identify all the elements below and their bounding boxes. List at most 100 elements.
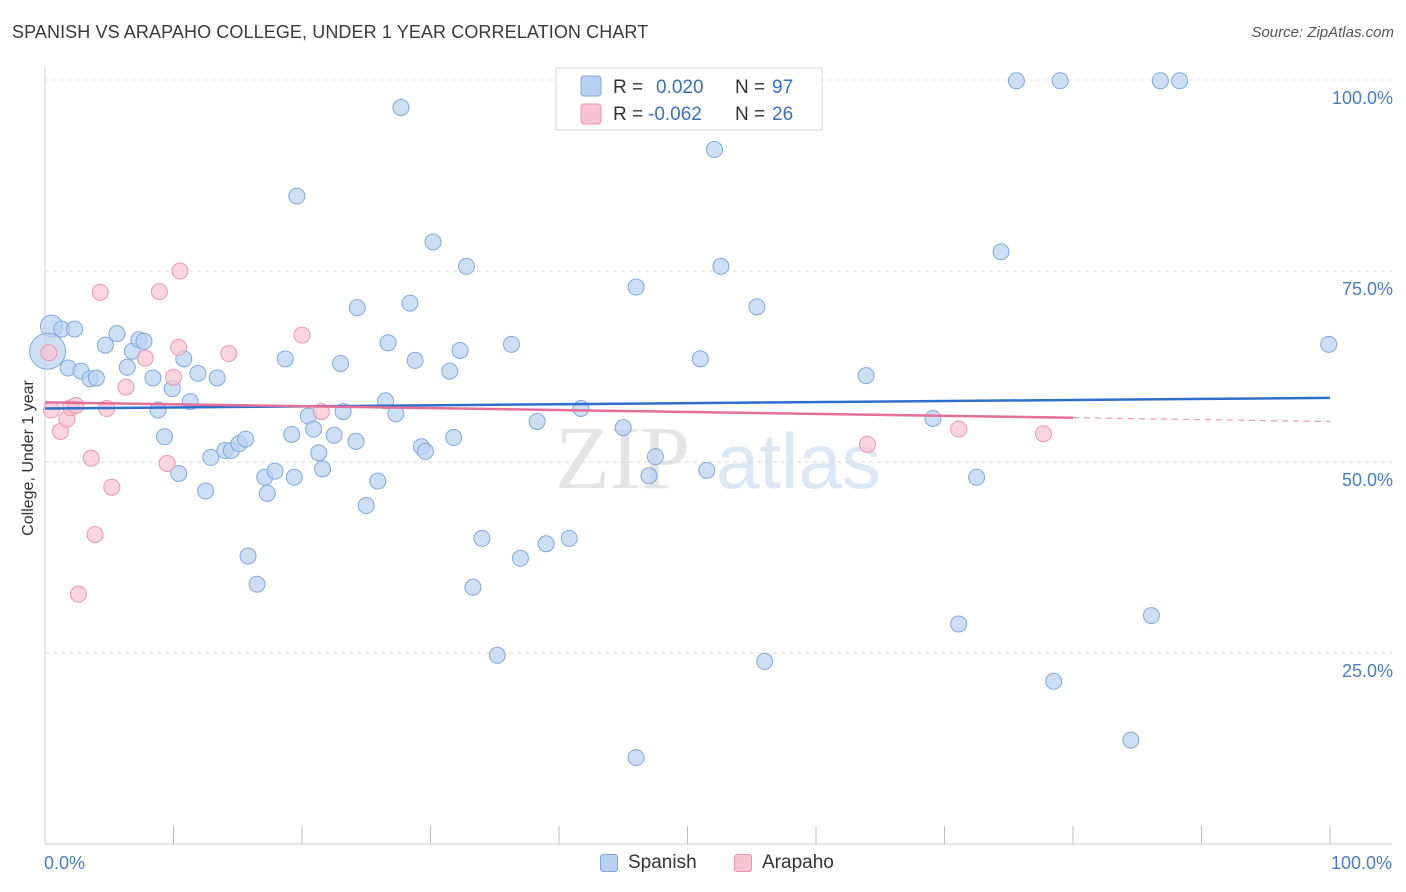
spanish-point: [96, 336, 114, 354]
trend-lines: [44, 396, 1331, 423]
spanish-point: [627, 278, 645, 296]
spanish-point: [208, 369, 226, 387]
arapaho-point: [82, 449, 100, 467]
arapaho-point: [103, 478, 121, 496]
bottom-legend-arapaho: Arapaho: [734, 852, 834, 874]
y-tick-label-100: 100.0%: [1332, 88, 1393, 108]
source-label: Source: ZipAtlas.com: [1251, 24, 1394, 41]
arapaho-point: [171, 262, 189, 280]
spanish-point: [614, 419, 632, 437]
arapaho-point: [86, 526, 104, 544]
arapaho-point: [858, 435, 876, 453]
y-tick-label-50: 50.0%: [1342, 470, 1393, 490]
spanish-point: [149, 401, 167, 419]
chart-title: SPANISH VS ARAPAHO COLLEGE, UNDER 1 YEAR…: [12, 22, 649, 42]
x-tick-label-0: 0.0%: [44, 853, 85, 873]
y-tick-label-25: 25.0%: [1342, 661, 1393, 681]
spanish-point: [118, 358, 136, 376]
arapaho-point: [117, 378, 135, 396]
spanish-point: [451, 341, 469, 359]
spanish-point: [441, 362, 459, 380]
y-tick-label-75: 75.0%: [1342, 279, 1393, 299]
spanish-point: [305, 420, 323, 438]
legend-spanish-swatch: [580, 75, 602, 97]
legend-spanish-n-label: N =: [735, 77, 765, 98]
spanish-point: [528, 413, 546, 431]
spanish-point: [992, 243, 1010, 261]
spanish-point: [248, 575, 266, 593]
watermark: ZIP atlas: [555, 409, 881, 508]
spanish-point: [283, 425, 301, 443]
spanish-point: [445, 429, 463, 447]
spanish-point: [314, 460, 332, 478]
legend-spanish-r-label: R =: [613, 77, 643, 98]
spanish-point: [560, 529, 578, 547]
spanish-point: [748, 298, 766, 316]
spanish-point: [135, 332, 153, 350]
arapaho-point: [42, 401, 60, 419]
spanish-trend-line: [44, 396, 1331, 410]
arapaho-point: [158, 455, 176, 473]
spanish-point: [406, 351, 424, 369]
bottom-legend-spanish-swatch: [600, 854, 618, 872]
bottom-legend-arapaho-label: Arapaho: [762, 852, 834, 873]
arapaho-trend-extension: [1072, 417, 1331, 423]
spanish-point: [712, 257, 730, 275]
arapaho-point: [67, 396, 85, 414]
y-axis-title: College, Under 1 year: [20, 380, 37, 536]
bottom-legend-spanish-label: Spanish: [628, 852, 697, 873]
spanish-point: [1122, 731, 1140, 749]
spanish-point: [950, 615, 968, 633]
arapaho-trend-line: [44, 401, 1074, 419]
bottom-legend-spanish: Spanish: [600, 852, 697, 874]
legend-arapaho-swatch: [580, 103, 602, 125]
spanish-point: [968, 468, 986, 486]
spanish-point: [325, 426, 343, 444]
spanish-point: [502, 335, 520, 353]
spanish-point: [756, 652, 774, 670]
spanish-point: [392, 99, 410, 117]
bottom-legend-arapaho-swatch: [734, 854, 752, 872]
spanish-point: [416, 442, 434, 460]
arapaho-point: [220, 345, 238, 363]
spanish-point: [1142, 607, 1160, 625]
arapaho-point: [293, 326, 311, 344]
arapaho-point: [165, 368, 182, 386]
spanish-point: [1007, 72, 1025, 90]
legend-arapaho-r-label: R =: [613, 104, 643, 125]
arapaho-point: [170, 338, 188, 356]
spanish-point: [87, 369, 105, 387]
legend-box: R = 0.020 N = 97 R = -0.062 N = 26: [555, 67, 823, 131]
spanish-point: [1045, 672, 1063, 690]
spanish-point: [464, 578, 482, 596]
arapaho-point: [40, 344, 58, 362]
spanish-point: [640, 467, 658, 485]
spanish-point: [488, 646, 506, 664]
watermark-atlas: atlas: [716, 417, 881, 505]
spanish-point: [170, 464, 188, 482]
legend-spanish-n-value: 97: [772, 77, 793, 98]
spanish-point: [698, 461, 716, 479]
spanish-point: [276, 350, 294, 368]
legend-arapaho-n-value: 26: [772, 104, 793, 125]
spanish-point: [627, 749, 645, 767]
spanish-point: [189, 364, 207, 382]
spanish-point: [857, 367, 875, 385]
legend-spanish-r-value: 0.020: [656, 77, 704, 98]
spanish-point: [691, 350, 709, 368]
spanish-point: [646, 448, 664, 466]
arapaho-point: [136, 349, 154, 367]
spanish-point: [1171, 72, 1189, 90]
spanish-point: [1051, 72, 1069, 90]
spanish-point: [1151, 72, 1169, 90]
legend-arapaho-r-value: -0.062: [648, 104, 702, 125]
spanish-point: [347, 432, 365, 450]
spanish-point: [924, 409, 942, 427]
spanish-point: [473, 529, 491, 547]
spanish-point: [266, 462, 284, 480]
spanish-point: [239, 547, 257, 565]
grid-lines: [45, 79, 1392, 654]
spanish-point: [1320, 335, 1338, 353]
spanish-point: [379, 334, 397, 352]
